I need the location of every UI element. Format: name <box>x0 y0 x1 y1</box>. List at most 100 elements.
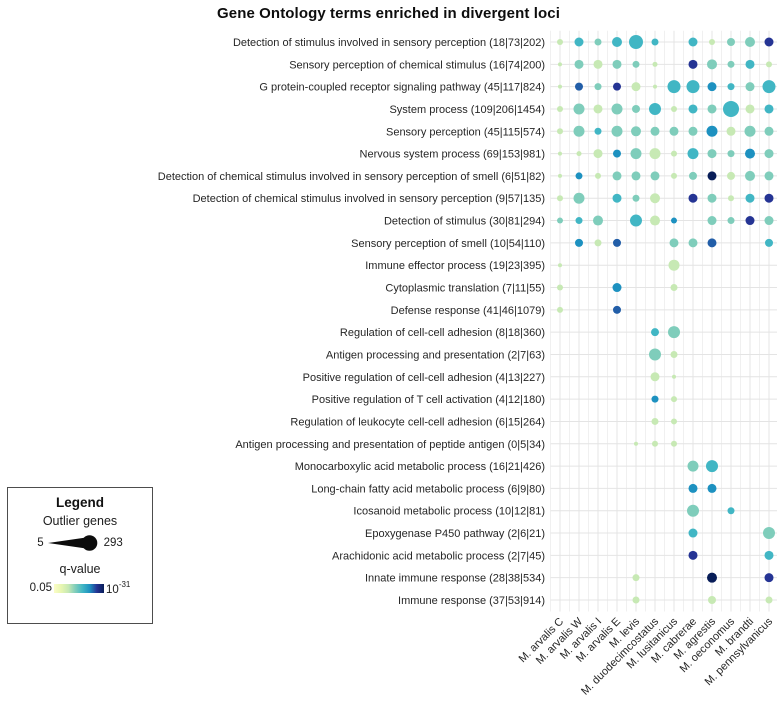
data-dot <box>727 217 735 225</box>
data-dot <box>650 171 660 181</box>
data-dot <box>688 528 698 538</box>
legend-size-max: 293 <box>103 537 123 549</box>
data-dot <box>611 103 623 115</box>
data-dot <box>557 284 563 291</box>
row-label: Detection of stimulus (30|81|294) <box>384 216 545 228</box>
data-dot <box>727 38 735 46</box>
row-label: Epoxygenase P450 pathway (2|6|21) <box>365 528 545 540</box>
data-dot <box>631 171 641 181</box>
data-dot <box>594 38 602 46</box>
data-dot <box>707 59 717 70</box>
data-dot <box>594 83 602 91</box>
data-dot <box>667 80 681 94</box>
data-dot <box>727 60 735 68</box>
data-dot <box>745 104 755 114</box>
data-dot <box>726 126 736 136</box>
data-dot <box>671 150 677 157</box>
data-dot <box>707 82 717 92</box>
legend-color-label: q-value <box>59 562 101 576</box>
data-dot <box>557 217 563 224</box>
legend-box: Legend Outlier genes 5 293 q-value 0.05 … <box>7 487 153 624</box>
data-dot <box>595 172 601 179</box>
data-dot <box>652 61 658 67</box>
data-dot <box>688 193 698 203</box>
data-dot <box>745 148 755 159</box>
data-dot <box>763 527 775 540</box>
qvalue-gradient <box>54 583 105 593</box>
data-dot <box>688 550 698 560</box>
row-label: Icosanoid metabolic process (10|12|81) <box>353 506 545 518</box>
row-label: Sensory perception (45|115|574) <box>386 126 545 138</box>
data-dot <box>764 193 774 203</box>
data-dot <box>689 171 697 180</box>
data-dot <box>630 148 642 160</box>
data-dot <box>557 306 563 313</box>
data-dot <box>687 504 699 517</box>
size-wedge-icon <box>47 535 97 551</box>
row-label: Detection of chemical stimulus involved … <box>193 193 545 205</box>
data-dot <box>745 216 755 226</box>
data-dot <box>670 350 678 358</box>
data-dot <box>671 440 677 447</box>
row-label: Regulation of leukocyte cell-cell adhesi… <box>290 416 545 428</box>
data-dot <box>764 216 774 226</box>
data-dot <box>650 215 660 226</box>
data-dot <box>558 173 562 178</box>
data-dot <box>688 104 698 114</box>
data-dot <box>765 238 773 247</box>
data-dot <box>558 263 562 268</box>
legend-size-label: Outlier genes <box>42 514 118 528</box>
row-label: Cytoplasmic translation (7|11|55) <box>385 283 545 295</box>
row-label: Antigen processing and presentation (2|7… <box>326 349 545 361</box>
data-dot <box>688 238 698 248</box>
data-dot <box>612 193 622 203</box>
data-dot <box>707 193 717 203</box>
chart-title: Gene Ontology terms enriched in divergen… <box>216 5 560 22</box>
data-dot <box>707 483 717 493</box>
data-dot <box>612 59 622 69</box>
data-dot <box>668 259 680 271</box>
data-dot <box>576 151 582 157</box>
data-dot <box>650 193 660 204</box>
data-dot <box>686 80 700 94</box>
data-dot <box>762 80 776 94</box>
data-dot <box>687 148 699 160</box>
row-label: Positive regulation of cell-cell adhesio… <box>303 372 545 384</box>
data-dot <box>671 418 677 425</box>
data-dot <box>727 83 735 91</box>
data-dot <box>671 172 677 179</box>
data-dot <box>630 214 642 227</box>
row-label: Defense response (41|46|1079) <box>391 305 545 317</box>
data-dot <box>574 59 584 69</box>
data-dot <box>765 596 773 604</box>
data-dot <box>557 39 563 45</box>
row-label: G protein-coupled receptor signaling pat… <box>259 82 545 94</box>
data-dot <box>593 104 603 114</box>
data-dot <box>612 283 622 293</box>
data-dot <box>611 125 623 137</box>
data-dot <box>653 84 657 89</box>
data-dot <box>632 596 640 604</box>
data-dot <box>650 372 660 382</box>
data-dot <box>574 37 584 47</box>
data-dot <box>632 60 640 68</box>
data-dot <box>764 171 774 181</box>
data-dot <box>593 215 603 226</box>
data-dot <box>631 126 641 137</box>
data-dot <box>688 59 698 69</box>
data-dot <box>629 35 643 49</box>
data-dot <box>593 149 603 159</box>
data-dot <box>613 305 621 314</box>
data-dot <box>593 59 603 69</box>
data-dot <box>573 103 585 115</box>
data-dot <box>557 105 563 112</box>
data-dot <box>706 125 718 137</box>
data-dot <box>575 82 583 91</box>
data-dot <box>727 507 735 515</box>
data-dot <box>727 171 735 180</box>
data-dot <box>594 239 602 247</box>
data-dot <box>649 148 661 160</box>
row-label: Nervous system process (69|153|981) <box>360 149 545 161</box>
